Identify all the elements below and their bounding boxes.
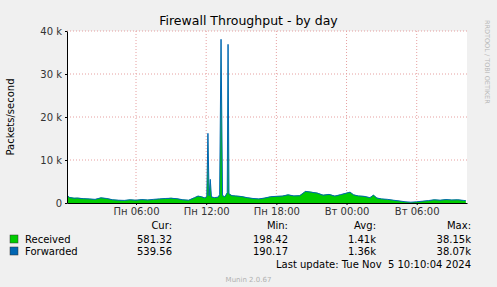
y-axis-title: Packets/second (5, 79, 16, 156)
x-tick: Пн 06:00 (113, 203, 159, 217)
grid-line (67, 31, 467, 32)
grid (67, 31, 467, 203)
stats-value: 539.56 (137, 246, 172, 257)
watermark: RRDTOOL / TOBI OETIKER (483, 20, 491, 104)
stats-header: Min: (267, 220, 288, 231)
x-tick-label: Пн 12:00 (184, 206, 230, 217)
stats-value: 190.17 (253, 246, 288, 257)
grid-line (67, 74, 467, 75)
legend-swatch (10, 247, 18, 255)
x-tick-mark (347, 203, 348, 205)
y-axis-line (67, 32, 68, 204)
legend-label: Received (25, 234, 71, 245)
data-layer (67, 39, 466, 203)
stats-header: Avg: (354, 220, 376, 231)
y-tick-mark (65, 31, 67, 32)
x-tick-label: Пн 06:00 (113, 206, 159, 217)
x-tick-label: Вт 06:00 (395, 206, 440, 217)
chart: Firewall Throughput - by day Packets/seco… (0, 0, 497, 287)
stats-value: 1.41k (348, 234, 376, 245)
grid-line (67, 160, 467, 161)
y-tick-label: 40 k (40, 26, 62, 37)
y-tick: 0 (56, 198, 67, 209)
y-tick-mark (65, 203, 67, 204)
credit: Munin 2.0.67 (226, 276, 272, 284)
y-tick: 30 k (40, 69, 67, 80)
series-area (67, 39, 466, 203)
background (0, 0, 497, 287)
grid-line (206, 31, 207, 203)
x-tick-mark (276, 203, 277, 205)
x-tick: Вт 06:00 (395, 203, 440, 217)
legend-label: Forwarded (25, 246, 78, 257)
grid-line (136, 31, 137, 203)
y-tick: 20 k (40, 112, 67, 123)
y-tick-mark (65, 74, 67, 75)
x-axis: Пн 06:00 Пн 12:00 Пн 18:00 Вт 00:00 Вт 06:00 (68, 203, 468, 217)
x-tick-mark (136, 203, 137, 205)
x-tick: Пн 12:00 (184, 203, 230, 217)
stats-value: 198.42 (253, 234, 288, 245)
x-tick-mark (206, 203, 207, 205)
grid-line (346, 31, 347, 203)
grid-line (276, 31, 277, 203)
y-tick-mark (65, 160, 67, 161)
footer: Last update: Tue Nov 5 10:10:04 2024 (276, 259, 471, 270)
y-tick: 40 k (40, 26, 67, 37)
grid-line (416, 31, 417, 203)
x-tick-label: Пн 18:00 (254, 206, 300, 217)
stats-header: Max: (447, 220, 471, 231)
stats-value: 38.07k (437, 246, 472, 257)
legend-swatch (10, 235, 18, 243)
stats-value: 581.32 (137, 234, 172, 245)
stats-value: 1.36k (348, 246, 376, 257)
y-axis: 0 10 k 20 k 30 k 40 k (40, 26, 67, 209)
series-line (67, 39, 466, 202)
y-tick-label: 30 k (40, 69, 62, 80)
x-tick-mark (417, 203, 418, 205)
x-tick: Пн 18:00 (254, 203, 300, 217)
x-tick-label: Вт 00:00 (325, 206, 370, 217)
y-tick: 10 k (40, 155, 67, 166)
x-tick: Вт 00:00 (325, 203, 370, 217)
y-tick-label: 20 k (40, 112, 62, 123)
plot-area (67, 31, 467, 203)
x-axis-line (68, 203, 468, 204)
y-tick-label: 0 (56, 198, 62, 209)
title: Firewall Throughput - by day (159, 13, 338, 28)
legend: Cur: Min: Avg: Max: Received 581.32 198.42 1.41… (10, 220, 471, 257)
grid-line (67, 117, 467, 118)
stats-header: Cur: (151, 220, 172, 231)
y-tick-label: 10 k (40, 155, 62, 166)
y-tick-mark (65, 117, 67, 118)
stats-value: 38.15k (437, 234, 472, 245)
